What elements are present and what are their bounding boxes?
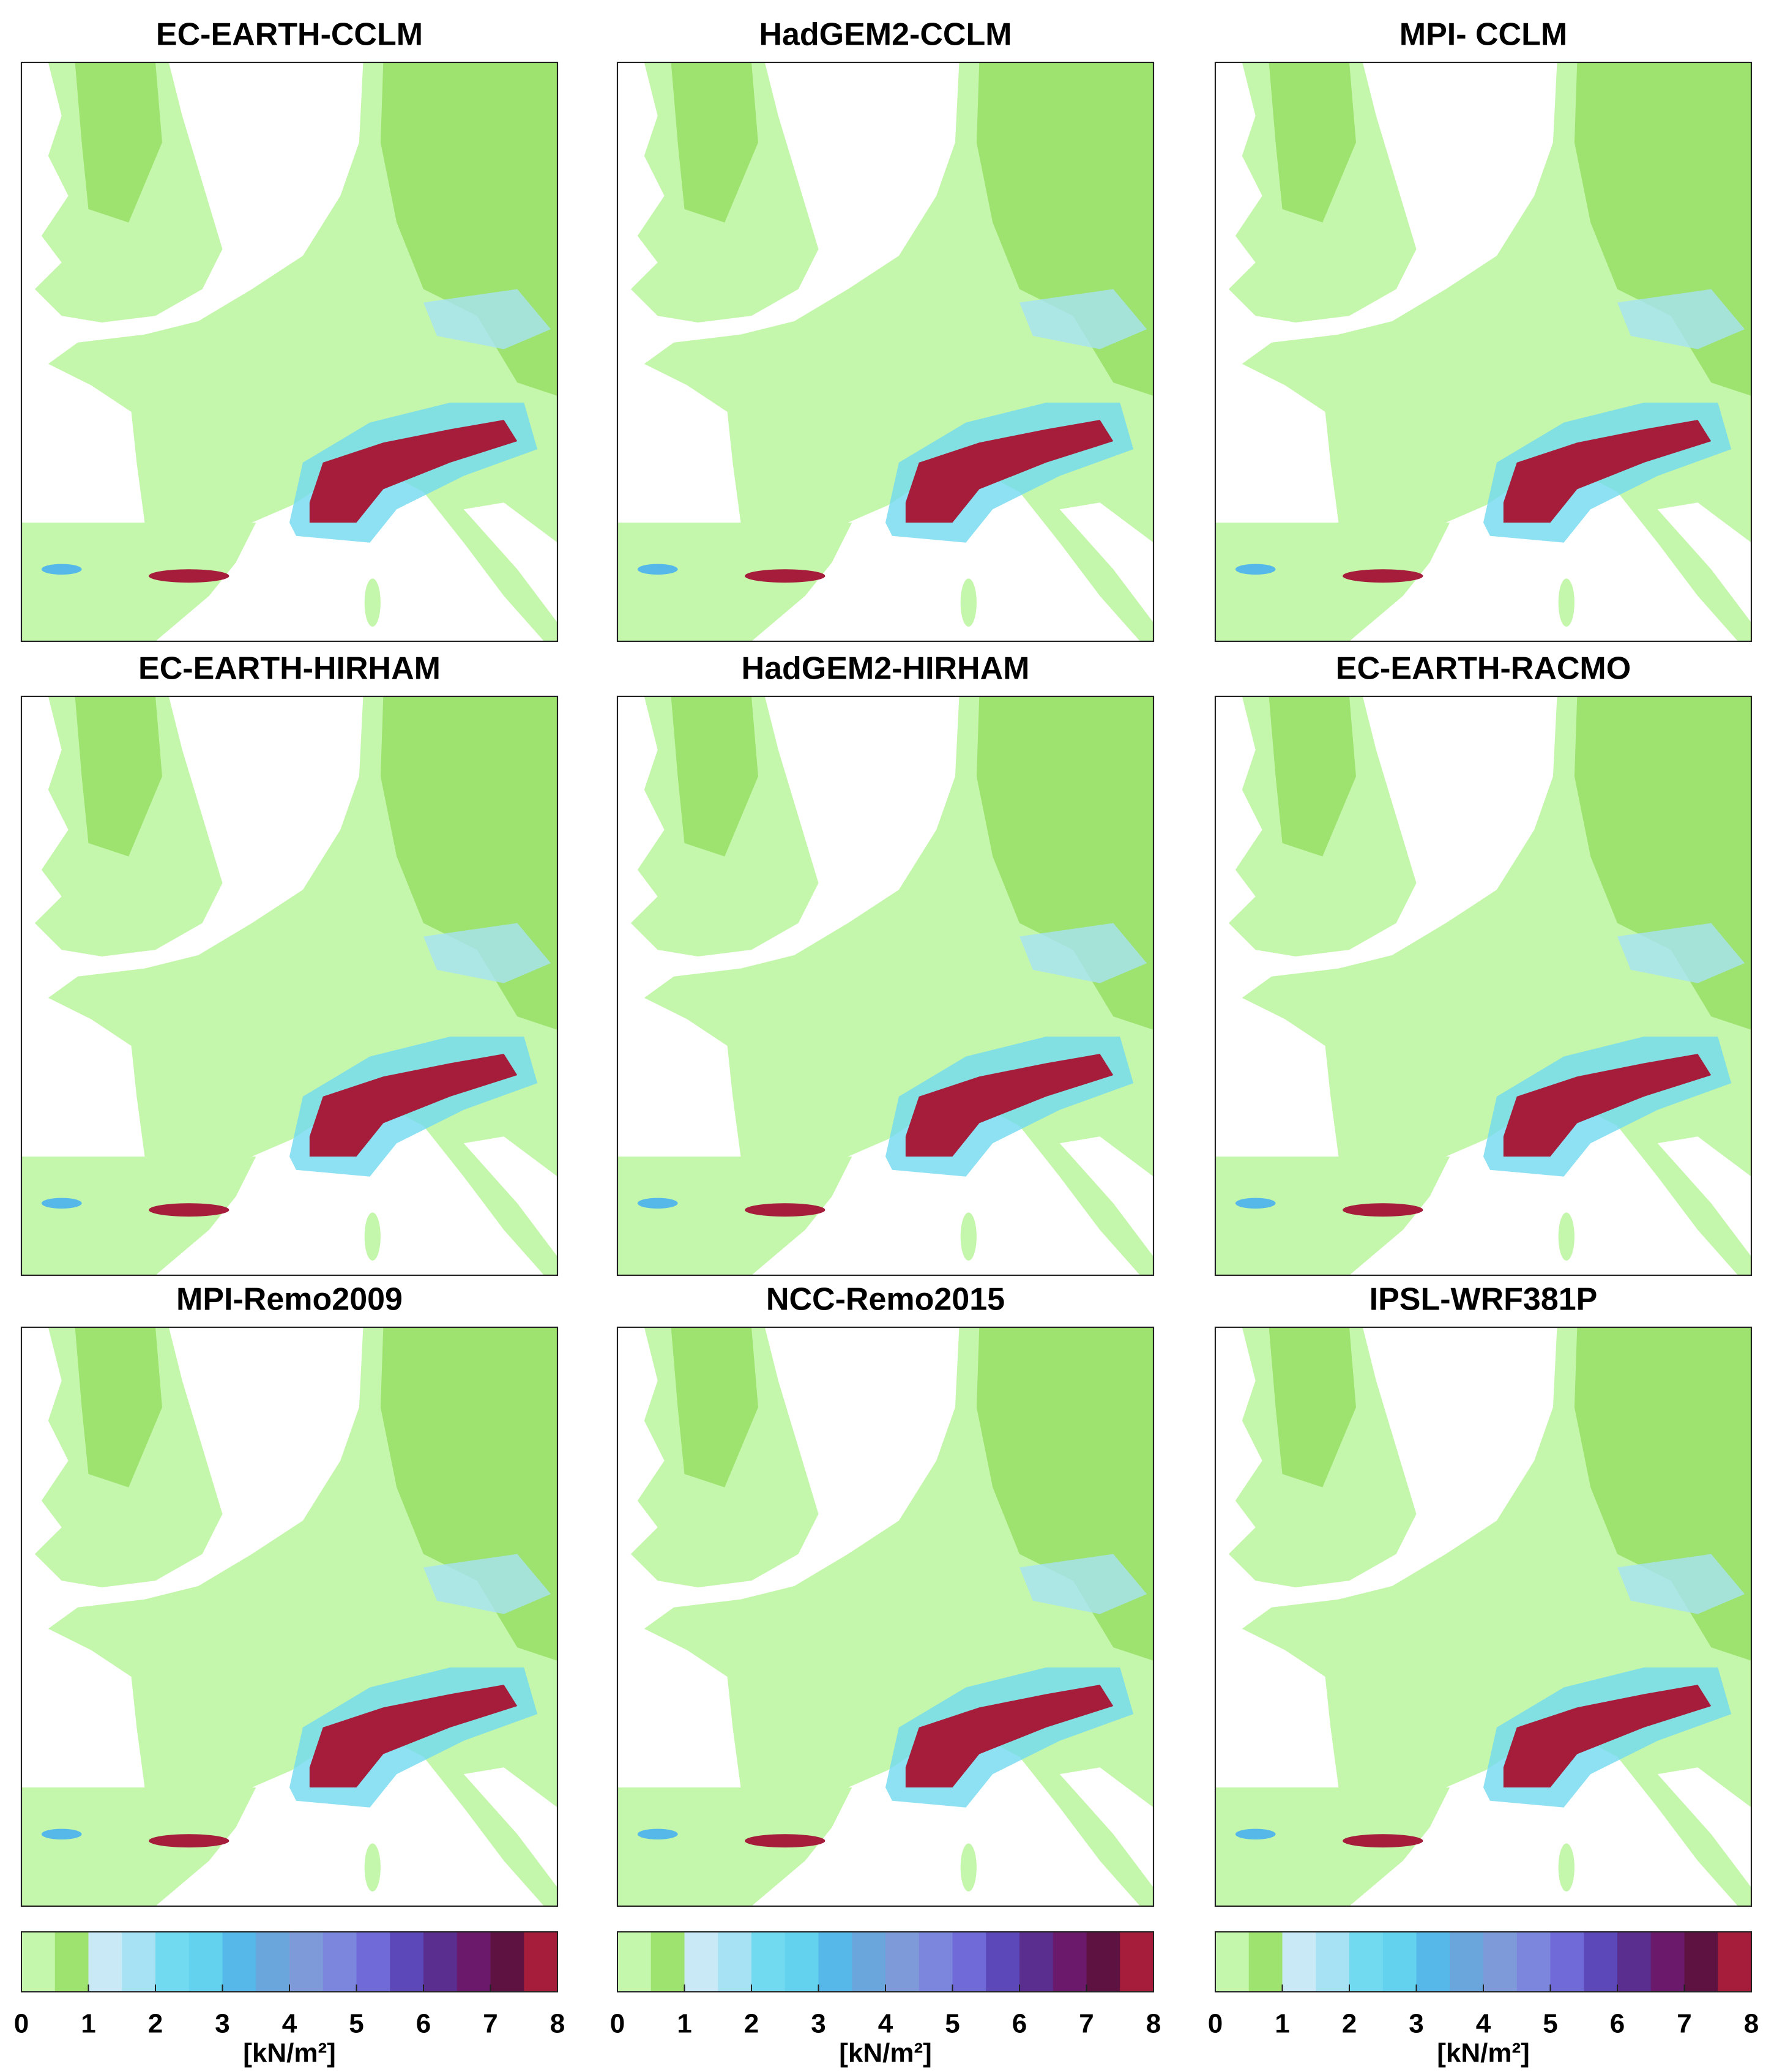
tick-label: 4 — [282, 2009, 297, 2039]
map-panel — [616, 61, 1155, 643]
tick-label: 7 — [483, 2009, 498, 2039]
map-panel — [20, 61, 559, 643]
color-swatch — [54, 1932, 89, 1992]
color-swatch — [650, 1932, 685, 1992]
color-swatch — [1282, 1932, 1316, 1992]
tick-label: 3 — [811, 2009, 826, 2039]
color-swatch — [356, 1932, 390, 1992]
color-swatch — [524, 1932, 558, 1992]
tick-label: 0 — [14, 2009, 29, 2039]
color-swatch — [1650, 1932, 1685, 1992]
color-swatch — [490, 1932, 524, 1992]
color-swatch — [88, 1932, 122, 1992]
color-swatch — [1450, 1932, 1484, 1992]
color-swatch — [1718, 1932, 1752, 1992]
tick-label: 3 — [1409, 2009, 1423, 2039]
panel-title: MPI-Remo2009 — [176, 1282, 403, 1317]
color-swatch — [684, 1932, 718, 1992]
map-panel — [616, 695, 1155, 1276]
color-swatch — [1550, 1932, 1584, 1992]
color-swatch — [1617, 1932, 1652, 1992]
tick-label: 6 — [1012, 2009, 1027, 2039]
color-swatch — [1120, 1932, 1154, 1992]
color-swatch — [423, 1932, 458, 1992]
tick-label: 6 — [1610, 2009, 1625, 2039]
panel-title: EC-EARTH-CCLM — [156, 17, 423, 53]
tick-label: 1 — [1275, 2009, 1289, 2039]
tick-label: 2 — [744, 2009, 759, 2039]
color-swatch — [617, 1932, 652, 1992]
panel-title: HadGEM2-CCLM — [759, 17, 1012, 53]
tick-label: 8 — [1146, 2009, 1161, 2039]
map-panel — [1214, 61, 1753, 643]
color-swatch — [1416, 1932, 1450, 1992]
color-swatch — [885, 1932, 920, 1992]
color-swatch — [1349, 1932, 1384, 1992]
tick-label: 4 — [1476, 2009, 1491, 2039]
color-swatch — [1483, 1932, 1518, 1992]
color-swatch — [718, 1932, 752, 1992]
tick-label: 1 — [81, 2009, 95, 2039]
panel-title: EC-EARTH-HIRHAM — [138, 651, 441, 687]
tick-label: 2 — [1342, 2009, 1357, 2039]
tick-label: 5 — [1543, 2009, 1557, 2039]
color-swatch — [122, 1932, 156, 1992]
color-swatch — [785, 1932, 819, 1992]
tick-label: 1 — [677, 2009, 691, 2039]
panel-title: IPSL-WRF381P — [1370, 1282, 1598, 1317]
color-swatch — [1584, 1932, 1618, 1992]
color-swatch — [751, 1932, 786, 1992]
tick-label: 2 — [148, 2009, 163, 2039]
color-swatch — [256, 1932, 290, 1992]
panel-title: EC-EARTH-RACMO — [1336, 651, 1631, 687]
tick-label: 4 — [878, 2009, 893, 2039]
map-panel — [1214, 695, 1753, 1276]
tick-label: 7 — [1677, 2009, 1691, 2039]
map-panel — [1214, 1326, 1753, 1907]
color-swatch — [1684, 1932, 1718, 1992]
color-swatch — [986, 1932, 1020, 1992]
color-swatch — [1053, 1932, 1087, 1992]
colorbar-label: [kN/m²] — [243, 2038, 336, 2068]
color-swatch — [390, 1932, 424, 1992]
color-swatch — [155, 1932, 190, 1992]
tick-label: 8 — [550, 2009, 565, 2039]
tick-label: 6 — [416, 2009, 431, 2039]
color-swatch — [289, 1932, 324, 1992]
panel-title: NCC-Remo2015 — [766, 1282, 1005, 1317]
map-panel — [20, 1326, 559, 1907]
map-panel — [616, 1326, 1155, 1907]
colorbar-label: [kN/m²] — [1437, 2038, 1530, 2068]
color-swatch — [1086, 1932, 1120, 1992]
color-swatch — [1516, 1932, 1551, 1992]
panel-title: MPI- CCLM — [1399, 17, 1567, 53]
color-swatch — [852, 1932, 886, 1992]
color-swatch — [322, 1932, 357, 1992]
tick-label: 7 — [1079, 2009, 1094, 2039]
tick-label: 0 — [610, 2009, 625, 2039]
color-swatch — [1248, 1932, 1283, 1992]
color-swatch — [818, 1932, 852, 1992]
color-swatch — [222, 1932, 256, 1992]
color-swatch — [457, 1932, 491, 1992]
tick-label: 8 — [1744, 2009, 1759, 2039]
color-swatch — [1215, 1932, 1250, 1992]
tick-label: 3 — [215, 2009, 229, 2039]
color-swatch — [1019, 1932, 1054, 1992]
color-swatch — [1316, 1932, 1350, 1992]
color-swatch — [188, 1932, 223, 1992]
tick-label: 5 — [349, 2009, 363, 2039]
map-panel — [20, 695, 559, 1276]
color-swatch — [21, 1932, 56, 1992]
color-swatch — [919, 1932, 953, 1992]
colorbar-label: [kN/m²] — [839, 2038, 932, 2068]
color-swatch — [1382, 1932, 1417, 1992]
color-swatch — [952, 1932, 986, 1992]
panel-title: HadGEM2-HIRHAM — [742, 651, 1030, 687]
tick-label: 0 — [1208, 2009, 1223, 2039]
tick-label: 5 — [945, 2009, 960, 2039]
